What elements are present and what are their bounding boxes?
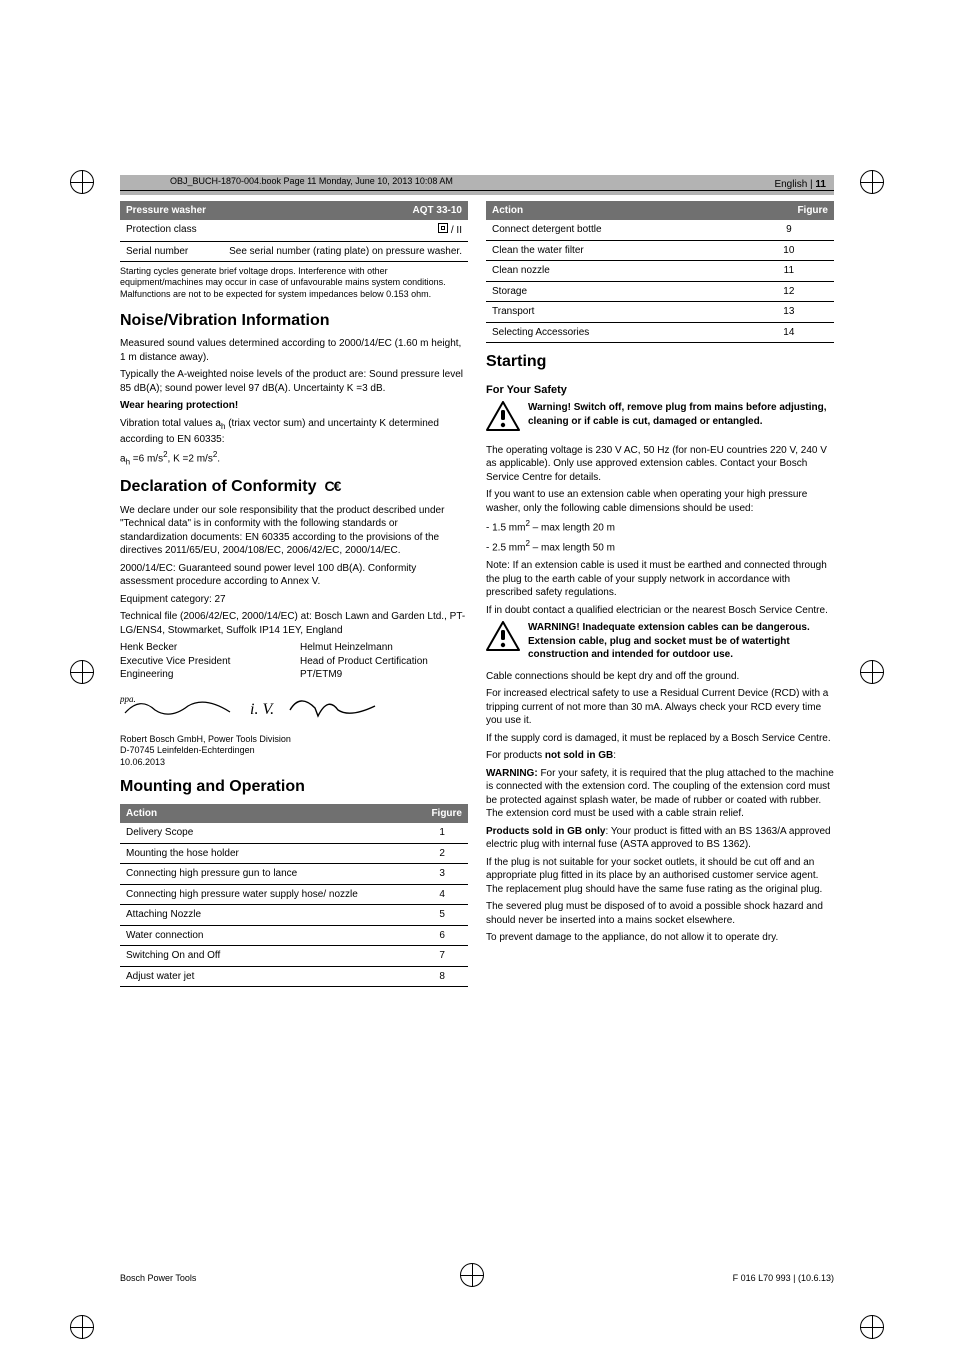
safety-p4: If in doubt contact a qualified electric…: [486, 604, 834, 618]
table-row: Clean the water filter10: [486, 240, 834, 261]
decl-p2: 2000/14/EC: Guaranteed sound power level…: [120, 562, 468, 589]
safety-p2: If you want to use an extension cable wh…: [486, 488, 834, 515]
ce-mark-icon: C€: [324, 478, 340, 494]
table-row: Delivery Scope1: [120, 823, 468, 843]
act-header-l: Action: [120, 804, 416, 824]
table-row: Storage12: [486, 281, 834, 302]
svg-text:ppa.: ppa.: [120, 694, 136, 704]
safety-p13: To prevent damage to the appliance, do n…: [486, 931, 834, 945]
page-lang: English: [774, 179, 807, 190]
noise-p1: Measured sound values determined accordi…: [120, 337, 468, 364]
safety-p9: WARNING: For your safety, it is required…: [486, 767, 834, 821]
pw-header-l: Pressure washer: [120, 201, 215, 221]
table-row: Connecting high pressure gun to lance3: [120, 864, 468, 885]
book-header-rule: [120, 190, 834, 191]
table-row: Clean nozzle11: [486, 261, 834, 282]
noise-p2: Typically the A-weighted noise levels of…: [120, 368, 468, 395]
safety-p7: If the supply cord is damaged, it must b…: [486, 732, 834, 746]
reg-mark: [860, 170, 884, 194]
page-num: 11: [815, 179, 826, 190]
footer-left: Bosch Power Tools: [120, 1272, 196, 1284]
wear-hearing: Wear hearing protection!: [120, 399, 468, 413]
table-row: Serial numberSee serial number (rating p…: [120, 241, 468, 262]
table-row: Attaching Nozzle5: [120, 905, 468, 926]
safety-heading: For Your Safety: [486, 383, 834, 398]
decl-heading: Declaration of ConformityC€: [120, 476, 468, 498]
table-row: Connect detergent bottle9: [486, 220, 834, 240]
reg-mark: [70, 1315, 94, 1339]
protection-class-icon: [438, 223, 448, 233]
bosch-address: Robert Bosch GmbH, Power Tools Division …: [120, 734, 468, 768]
mount-heading: Mounting and Operation: [120, 776, 468, 798]
decl-p1: We declare under our sole responsibility…: [120, 504, 468, 558]
table-row: Switching On and Off7: [120, 946, 468, 967]
safety-p11: If the plug is not suitable for your soc…: [486, 856, 834, 897]
reg-mark: [70, 660, 94, 684]
act2-header-l: Action: [486, 201, 744, 221]
safety-p5: Cable connections should be kept dry and…: [486, 670, 834, 684]
table-row: Adjust water jet8: [120, 966, 468, 987]
safety-p1: The operating voltage is 230 V AC, 50 Hz…: [486, 444, 834, 485]
safety-p6: For increased electrical safety to use a…: [486, 687, 834, 728]
table-row: Water connection6: [120, 925, 468, 946]
safety-p10: Products sold in GB only: Your product i…: [486, 825, 834, 852]
act2-header-r: Figure: [744, 201, 834, 221]
actions-table-left: Action Figure Delivery Scope1Mounting th…: [120, 804, 468, 988]
cable-spec-1: - 1.5 mm2 – max length 20 m: [486, 519, 834, 535]
page-footer: Bosch Power Tools F 016 L70 993 | (10.6.…: [120, 1272, 834, 1284]
reg-mark: [70, 170, 94, 194]
safety-p12: The severed plug must be disposed of to …: [486, 900, 834, 927]
decl-p4: Technical file (2006/42/EC, 2000/14/EC) …: [120, 610, 468, 637]
pw-header-r: AQT 33-10: [215, 201, 468, 221]
decl-p3: Equipment category: 27: [120, 593, 468, 607]
warning-2: WARNING! Inadequate extension cables can…: [486, 621, 834, 662]
signer-left: Henk Becker Executive Vice President Eng…: [120, 641, 288, 682]
reg-mark: [860, 1315, 884, 1339]
pressure-washer-table: Pressure washer AQT 33-10 Protection cla…: [120, 201, 468, 263]
vib-p1: Vibration total values ah (triax vector …: [120, 417, 468, 446]
impedance-note: Starting cycles generate brief voltage d…: [120, 266, 468, 300]
warning-triangle-icon: [486, 621, 520, 656]
starting-heading: Starting: [486, 351, 834, 373]
safety-p8: For products not sold in GB:: [486, 749, 834, 763]
actions-table-right: Action Figure Connect detergent bottle9C…: [486, 201, 834, 344]
warning-1: Warning! Switch off, remove plug from ma…: [486, 401, 834, 436]
table-row: Connecting high pressure water supply ho…: [120, 884, 468, 905]
left-column: Pressure washer AQT 33-10 Protection cla…: [120, 201, 468, 988]
footer-right: F 016 L70 993 | (10.6.13): [733, 1272, 834, 1284]
table-row: Transport13: [486, 302, 834, 323]
noise-heading: Noise/Vibration Information: [120, 310, 468, 332]
book-header: OBJ_BUCH-1870-004.book Page 11 Monday, J…: [170, 175, 453, 187]
right-column: Action Figure Connect detergent bottle9C…: [486, 201, 834, 988]
table-row: Protection class / II: [120, 220, 468, 241]
vib-p2: ah =6 m/s2, K =2 m/s2.: [120, 450, 468, 468]
reg-mark: [860, 660, 884, 684]
warning-triangle-icon: [486, 401, 520, 436]
safety-p3: Note: If an extension cable is used it m…: [486, 559, 834, 600]
signer-right: Helmut Heinzelmann Head of Product Certi…: [300, 641, 468, 682]
svg-text:i. V.: i. V.: [250, 701, 274, 718]
signatures: ppa. i. V.: [120, 688, 468, 728]
table-row: Selecting Accessories14: [486, 322, 834, 343]
cable-spec-2: - 2.5 mm2 – max length 50 m: [486, 539, 834, 555]
table-row: Mounting the hose holder2: [120, 843, 468, 864]
act-header-r: Figure: [416, 804, 468, 824]
